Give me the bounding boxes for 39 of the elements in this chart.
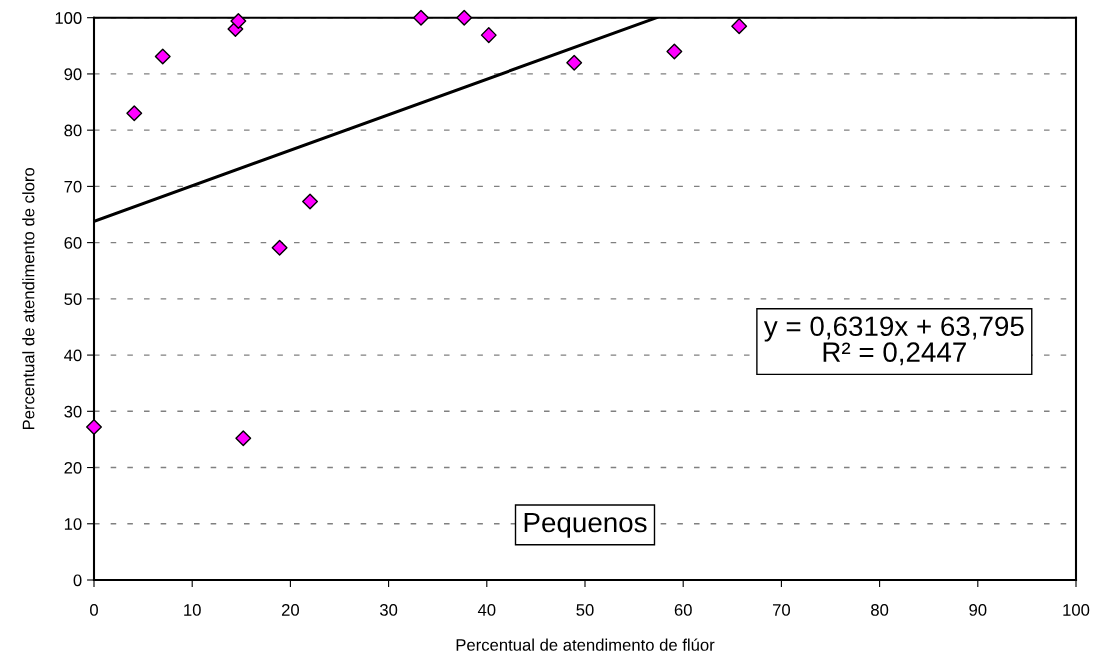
- y-tick-label: 80: [64, 124, 82, 137]
- x-tick-label: 20: [281, 604, 300, 616]
- y-axis-title: Percentual de atendimento de cloro: [22, 167, 35, 430]
- point: [666, 43, 683, 60]
- y-tick-label: 0: [73, 574, 82, 587]
- x-tick-label: 10: [184, 604, 201, 616]
- x-tick-label: 90: [969, 604, 987, 616]
- x-tick-label: 0: [90, 604, 98, 616]
- point: [126, 105, 143, 122]
- x-tick-label: 60: [674, 604, 692, 616]
- y-tick-label: 50: [64, 293, 82, 306]
- point: [566, 54, 583, 71]
- point: [456, 9, 473, 26]
- annotation: Pequenos: [524, 512, 647, 538]
- y-tick-label: 10: [64, 518, 82, 530]
- point: [413, 9, 429, 26]
- y-tick-label: 60: [64, 237, 82, 249]
- y-tick-label: 100: [55, 12, 82, 24]
- x-tick-label: 80: [871, 604, 889, 616]
- point: [230, 13, 247, 30]
- x-tick-label: 50: [576, 604, 594, 616]
- y-tick-label: 20: [64, 461, 82, 474]
- y-tick-label: 70: [64, 180, 82, 193]
- point: [235, 430, 252, 447]
- x-tick-label: 30: [379, 604, 398, 616]
- point: [480, 27, 497, 44]
- y-tick-label: 30: [64, 405, 82, 418]
- x-axis-title: Percentual de atendimento de flúor: [456, 638, 715, 651]
- x-tick-label: 40: [477, 604, 496, 616]
- point: [302, 193, 319, 210]
- point: [154, 48, 171, 65]
- annotation: y = 0,6319x + 63,795 R² = 0,2447: [763, 316, 1024, 366]
- y-tick-label: 90: [64, 68, 82, 81]
- y-tick-label: 40: [64, 349, 82, 362]
- x-tick-label: 70: [772, 604, 791, 616]
- x-tick-label: 100: [1063, 604, 1090, 616]
- point: [271, 239, 288, 256]
- point: [86, 419, 102, 436]
- point: [731, 18, 748, 35]
